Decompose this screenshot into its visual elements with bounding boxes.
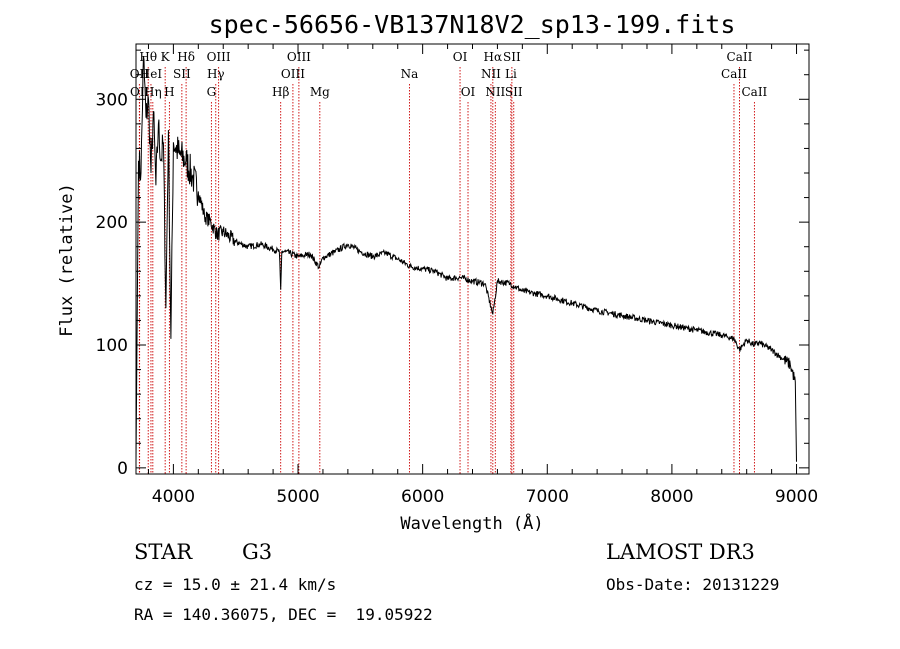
line-label-10: Hγ <box>207 67 225 81</box>
x-tick-label-4: 8000 <box>650 487 693 507</box>
line-label-8: Hδ <box>177 50 195 64</box>
line-label-24: SII <box>505 85 523 99</box>
line-label-26: CaII <box>721 67 747 81</box>
spectral-line-markers <box>138 67 755 474</box>
spectrum-line <box>135 56 797 462</box>
line-label-19: Hα <box>484 50 503 64</box>
plot-frame <box>135 43 810 475</box>
y-tick-label-1: 100 <box>96 336 128 356</box>
redshift-velocity: cz = 15.0 ± 21.4 km/s <box>134 575 337 594</box>
line-label-5: K <box>161 50 171 64</box>
line-label-17: OI <box>453 50 468 64</box>
chart-title: spec-56656-VB137N18V2_sp13-199.fits <box>209 10 736 39</box>
line-label-2: Hθ <box>139 50 157 64</box>
line-label-22: SII <box>503 50 521 64</box>
line-label-27: CaII <box>741 85 767 99</box>
y-tick-label-3: 300 <box>96 90 128 110</box>
line-label-9: OIII <box>207 50 231 64</box>
x-tick-label-5: 9000 <box>775 487 818 507</box>
survey-name: LAMOST DR3 <box>606 540 755 564</box>
line-label-4: Hη <box>144 85 162 99</box>
line-label-6: SII <box>173 67 191 81</box>
x-tick-label-1: 5000 <box>276 487 319 507</box>
line-label-7: H <box>164 85 174 99</box>
object-class: STAR <box>134 540 193 564</box>
x-tick-label-2: 6000 <box>401 487 444 507</box>
line-label-21: NII <box>485 85 505 99</box>
line-label-14: Hβ <box>272 85 289 99</box>
y-tick-label-0: 0 <box>117 459 128 479</box>
line-label-11: G <box>207 85 217 99</box>
line-label-3: HeI <box>140 67 163 81</box>
line-label-20: NII <box>481 67 501 81</box>
x-axis-label: Wavelength (Å) <box>400 512 543 534</box>
y-tick-label-2: 200 <box>96 213 128 233</box>
x-tick-label-3: 7000 <box>526 487 569 507</box>
x-tick-label-0: 4000 <box>152 487 195 507</box>
line-label-25: CaII <box>727 50 753 64</box>
line-label-15: Mg <box>310 85 330 99</box>
coordinates: RA = 140.36075, DEC = 19.05922 <box>134 605 433 624</box>
line-label-12: OIII <box>287 50 311 64</box>
y-axis-label: Flux (relative) <box>57 183 77 337</box>
observation-date: Obs-Date: 20131229 <box>606 575 780 594</box>
line-label-16: Na <box>401 67 419 81</box>
line-label-18: OI <box>461 85 476 99</box>
line-label-13: OIII <box>281 67 305 81</box>
axis-ticks: 4000 5000 6000 7000 8000 9000 0 100 200 300 <box>96 44 818 507</box>
object-subclass: G3 <box>242 540 273 564</box>
line-label-23: Li <box>505 67 517 81</box>
